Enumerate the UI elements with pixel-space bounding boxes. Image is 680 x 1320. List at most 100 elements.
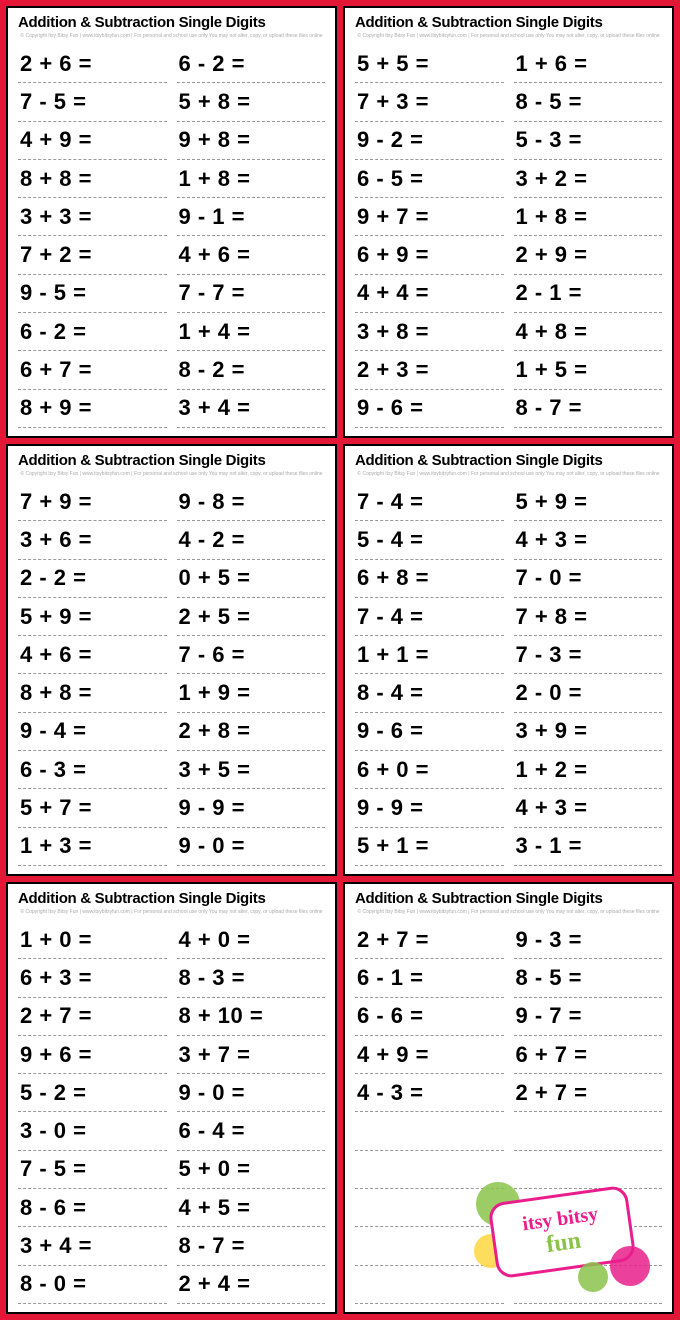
problem-cell: 1 + 8 = xyxy=(177,160,326,198)
problem-cell: 8 - 0 = xyxy=(18,1266,167,1304)
problem-cell: 2 + 3 = xyxy=(355,351,504,389)
problem-cell: 8 - 2 = xyxy=(177,351,326,389)
problem-cell: 9 - 9 = xyxy=(177,789,326,827)
sheet-title: Addition & Subtraction Single Digits xyxy=(18,14,325,31)
logo-text-line2: fun xyxy=(545,1229,583,1258)
copyright-text: © Copyright Itsy Bitsy Fun | www.itsybit… xyxy=(18,909,325,915)
problem-cell: 8 - 5 = xyxy=(514,83,663,121)
problem-cell: 6 - 2 = xyxy=(177,45,326,83)
problem-cell: 9 - 8 = xyxy=(177,483,326,521)
worksheet-2: Addition & Subtraction Single Digits © C… xyxy=(343,6,674,438)
problem-cell: 0 + 5 = xyxy=(177,560,326,598)
problem-cell: 8 - 3 = xyxy=(177,959,326,997)
problem-cell: 6 + 0 = xyxy=(355,751,504,789)
problem-cell: 4 + 9 = xyxy=(355,1036,504,1074)
problem-cell: 7 - 3 = xyxy=(514,636,663,674)
worksheet-4: Addition & Subtraction Single Digits © C… xyxy=(343,444,674,876)
problem-cell: 7 - 7 = xyxy=(177,275,326,313)
decorative-circle xyxy=(610,1246,650,1286)
problem-cell: 4 + 5 = xyxy=(177,1189,326,1227)
problem-cell: 4 + 6 = xyxy=(18,636,167,674)
problem-cell: 7 - 5 = xyxy=(18,83,167,121)
problem-cell xyxy=(514,1112,663,1150)
problem-cell: 7 + 3 = xyxy=(355,83,504,121)
problem-grid: 1 + 0 =4 + 0 =6 + 3 =8 - 3 =2 + 7 =8 + 1… xyxy=(18,921,325,1304)
problem-cell: 7 - 5 = xyxy=(18,1151,167,1189)
problem-cell: 5 + 9 = xyxy=(514,483,663,521)
problem-cell: 3 + 3 = xyxy=(18,198,167,236)
brand-logo: itsy bitsy fun xyxy=(474,1180,654,1290)
problem-cell: 9 + 6 = xyxy=(18,1036,167,1074)
problem-cell: 1 + 2 = xyxy=(514,751,663,789)
problem-cell: 9 - 7 = xyxy=(514,998,663,1036)
problem-cell xyxy=(355,1112,504,1150)
problem-cell: 2 + 7 = xyxy=(355,921,504,959)
problem-cell: 1 + 3 = xyxy=(18,828,167,866)
problem-cell: 7 - 6 = xyxy=(177,636,326,674)
problem-cell: 3 + 7 = xyxy=(177,1036,326,1074)
problem-cell: 3 - 1 = xyxy=(514,828,663,866)
problem-cell: 2 - 0 = xyxy=(514,674,663,712)
problem-cell: 3 - 0 = xyxy=(18,1112,167,1150)
problem-cell: 8 + 8 = xyxy=(18,674,167,712)
decorative-circle xyxy=(578,1262,608,1292)
problem-cell: 4 - 3 = xyxy=(355,1074,504,1112)
problem-cell: 6 + 7 = xyxy=(18,351,167,389)
problem-cell: 1 + 0 = xyxy=(18,921,167,959)
problem-cell: 1 + 5 = xyxy=(514,351,663,389)
problem-cell: 7 - 4 = xyxy=(355,483,504,521)
problem-cell: 4 + 3 = xyxy=(514,789,663,827)
worksheet-1: Addition & Subtraction Single Digits © C… xyxy=(6,6,337,438)
problem-cell: 4 + 9 = xyxy=(18,122,167,160)
problem-cell: 3 + 6 = xyxy=(18,521,167,559)
problem-cell: 9 - 6 = xyxy=(355,713,504,751)
problem-cell: 8 - 7 = xyxy=(177,1227,326,1265)
problem-cell: 8 - 5 = xyxy=(514,959,663,997)
problem-cell: 3 + 4 = xyxy=(18,1227,167,1265)
problem-cell: 3 + 8 = xyxy=(355,313,504,351)
problem-cell: 6 - 2 = xyxy=(18,313,167,351)
problem-cell: 3 + 4 = xyxy=(177,390,326,428)
problem-cell: 2 - 1 = xyxy=(514,275,663,313)
problem-cell: 8 - 4 = xyxy=(355,674,504,712)
problem-cell: 7 + 9 = xyxy=(18,483,167,521)
problem-cell: 9 + 8 = xyxy=(177,122,326,160)
problem-cell: 5 - 4 = xyxy=(355,521,504,559)
sheet-title: Addition & Subtraction Single Digits xyxy=(355,890,662,907)
problem-cell: 3 + 5 = xyxy=(177,751,326,789)
problem-cell: 5 + 8 = xyxy=(177,83,326,121)
problem-cell: 2 - 2 = xyxy=(18,560,167,598)
problem-cell: 7 + 8 = xyxy=(514,598,663,636)
problem-cell: 6 + 3 = xyxy=(18,959,167,997)
problem-cell: 6 + 8 = xyxy=(355,560,504,598)
problem-cell: 2 + 6 = xyxy=(18,45,167,83)
problem-cell: 4 + 4 = xyxy=(355,275,504,313)
problem-cell: 5 - 3 = xyxy=(514,122,663,160)
problem-cell: 6 - 6 = xyxy=(355,998,504,1036)
problem-cell: 9 - 1 = xyxy=(177,198,326,236)
problem-grid: 7 + 9 =9 - 8 =3 + 6 =4 - 2 =2 - 2 =0 + 5… xyxy=(18,483,325,866)
problem-grid: 7 - 4 = 5 + 9 = 5 - 4 = 4 + 3 = 6 + 8 = 7 - 0… xyxy=(355,483,662,866)
problem-cell: 2 + 9 = xyxy=(514,236,663,274)
problem-cell: 1 + 6 = xyxy=(514,45,663,83)
problem-cell: 1 + 4 = xyxy=(177,313,326,351)
problem-cell: 8 - 7 = xyxy=(514,390,663,428)
problem-cell: 9 - 2 = xyxy=(355,122,504,160)
problem-cell: 5 + 7 = xyxy=(18,789,167,827)
problem-cell: 5 + 5 = xyxy=(355,45,504,83)
copyright-text: © Copyright Itsy Bitsy Fun | www.itsybit… xyxy=(18,33,325,39)
problem-cell: 8 + 8 = xyxy=(18,160,167,198)
copyright-text: © Copyright Itsy Bitsy Fun | www.itsybit… xyxy=(355,471,662,477)
problem-cell: 1 + 9 = xyxy=(177,674,326,712)
problem-cell: 3 + 2 = xyxy=(514,160,663,198)
copyright-text: © Copyright Itsy Bitsy Fun | www.itsybit… xyxy=(18,471,325,477)
problem-cell: 8 - 6 = xyxy=(18,1189,167,1227)
problem-cell: 3 + 9 = xyxy=(514,713,663,751)
copyright-text: © Copyright Itsy Bitsy Fun | www.itsybit… xyxy=(355,909,662,915)
problem-cell: 4 + 0 = xyxy=(177,921,326,959)
problem-cell: 2 + 7 = xyxy=(514,1074,663,1112)
problem-cell: 9 - 0 = xyxy=(177,828,326,866)
problem-cell: 6 + 7 = xyxy=(514,1036,663,1074)
problem-cell: 7 - 4 = xyxy=(355,598,504,636)
problem-cell: 7 - 0 = xyxy=(514,560,663,598)
